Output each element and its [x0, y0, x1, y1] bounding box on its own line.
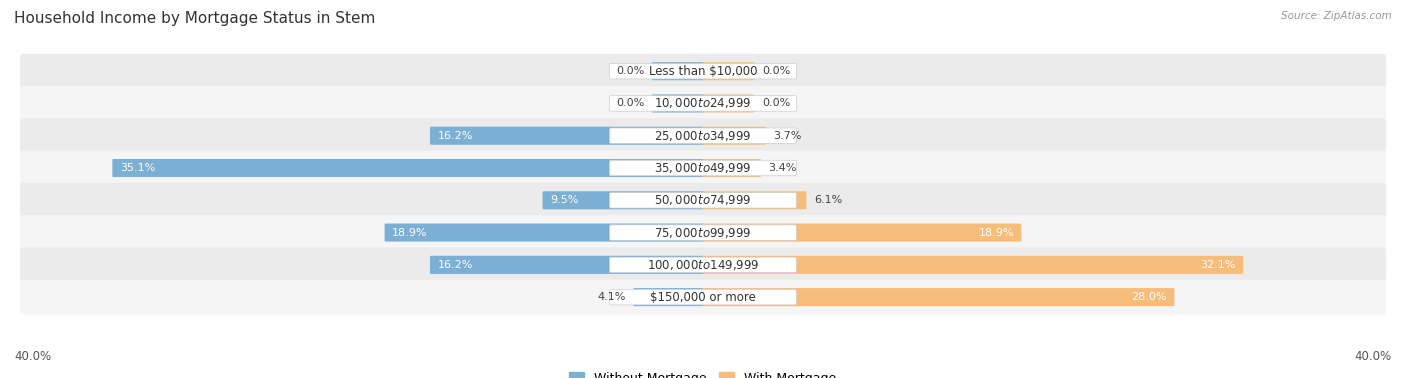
Text: $75,000 to $99,999: $75,000 to $99,999	[654, 226, 752, 240]
Text: 0.0%: 0.0%	[762, 98, 790, 108]
Text: $100,000 to $149,999: $100,000 to $149,999	[647, 258, 759, 272]
Text: 28.0%: 28.0%	[1132, 292, 1167, 302]
FancyBboxPatch shape	[112, 159, 704, 177]
FancyBboxPatch shape	[702, 127, 766, 145]
FancyBboxPatch shape	[610, 128, 796, 144]
Text: 35.1%: 35.1%	[120, 163, 155, 173]
FancyBboxPatch shape	[610, 96, 796, 111]
FancyBboxPatch shape	[702, 191, 807, 209]
FancyBboxPatch shape	[652, 62, 704, 80]
Text: 9.5%: 9.5%	[550, 195, 578, 205]
FancyBboxPatch shape	[702, 223, 1021, 242]
Text: Source: ZipAtlas.com: Source: ZipAtlas.com	[1281, 11, 1392, 21]
FancyBboxPatch shape	[610, 192, 796, 208]
Text: 0.0%: 0.0%	[616, 66, 644, 76]
FancyBboxPatch shape	[702, 94, 754, 113]
FancyBboxPatch shape	[20, 280, 1386, 314]
FancyBboxPatch shape	[20, 118, 1386, 153]
FancyBboxPatch shape	[702, 159, 761, 177]
FancyBboxPatch shape	[610, 160, 796, 176]
Text: 16.2%: 16.2%	[437, 260, 472, 270]
Text: Less than $10,000: Less than $10,000	[648, 65, 758, 78]
Legend: Without Mortgage, With Mortgage: Without Mortgage, With Mortgage	[564, 367, 842, 378]
FancyBboxPatch shape	[430, 256, 704, 274]
FancyBboxPatch shape	[702, 288, 1174, 306]
FancyBboxPatch shape	[702, 62, 754, 80]
FancyBboxPatch shape	[430, 127, 704, 145]
Text: 4.1%: 4.1%	[598, 292, 626, 302]
FancyBboxPatch shape	[20, 86, 1386, 121]
FancyBboxPatch shape	[20, 183, 1386, 218]
Text: $10,000 to $24,999: $10,000 to $24,999	[654, 96, 752, 110]
FancyBboxPatch shape	[610, 225, 796, 240]
FancyBboxPatch shape	[385, 223, 704, 242]
Text: 40.0%: 40.0%	[1355, 350, 1392, 363]
Text: 3.4%: 3.4%	[769, 163, 797, 173]
Text: Household Income by Mortgage Status in Stem: Household Income by Mortgage Status in S…	[14, 11, 375, 26]
FancyBboxPatch shape	[633, 288, 704, 306]
Text: 0.0%: 0.0%	[762, 66, 790, 76]
Text: 6.1%: 6.1%	[814, 195, 842, 205]
Text: $35,000 to $49,999: $35,000 to $49,999	[654, 161, 752, 175]
Text: $25,000 to $34,999: $25,000 to $34,999	[654, 129, 752, 143]
FancyBboxPatch shape	[702, 256, 1243, 274]
Text: 3.7%: 3.7%	[773, 131, 801, 141]
Text: 18.9%: 18.9%	[979, 228, 1014, 238]
Text: $50,000 to $74,999: $50,000 to $74,999	[654, 193, 752, 207]
Text: 32.1%: 32.1%	[1201, 260, 1236, 270]
FancyBboxPatch shape	[20, 215, 1386, 250]
Text: 18.9%: 18.9%	[392, 228, 427, 238]
Text: 0.0%: 0.0%	[616, 98, 644, 108]
FancyBboxPatch shape	[20, 150, 1386, 186]
FancyBboxPatch shape	[610, 64, 796, 79]
Text: 40.0%: 40.0%	[14, 350, 51, 363]
Text: $150,000 or more: $150,000 or more	[650, 291, 756, 304]
FancyBboxPatch shape	[610, 257, 796, 273]
FancyBboxPatch shape	[652, 94, 704, 113]
FancyBboxPatch shape	[20, 54, 1386, 88]
FancyBboxPatch shape	[543, 191, 704, 209]
Text: 16.2%: 16.2%	[437, 131, 472, 141]
FancyBboxPatch shape	[610, 290, 796, 305]
FancyBboxPatch shape	[20, 248, 1386, 282]
